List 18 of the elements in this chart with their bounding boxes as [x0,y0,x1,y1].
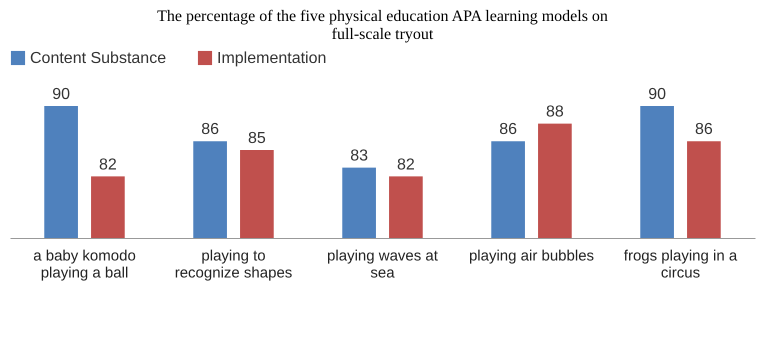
data-label: 88 [546,104,564,121]
data-label: 82 [396,156,415,174]
data-label: 85 [248,130,266,147]
x-tick-label: frogs playing in a circus [624,248,738,282]
x-tick-label: playing air bubbles [468,248,594,264]
data-label: 90 [648,86,666,103]
data-label: 86 [694,121,713,138]
legend-label: Content Substance [30,50,166,67]
data-label: 90 [52,86,70,103]
x-tick-label: playing to recognize shapes [174,248,292,282]
data-label: 82 [98,156,117,174]
data-label: 86 [499,121,518,138]
chart-title: The percentage of the five physical education APA learning models on full-scale tryout [157,8,608,43]
legend-label: Implementation [217,50,326,67]
data-label: 86 [201,121,220,138]
data-label: 83 [350,148,368,165]
x-tick-label: playing waves at sea [327,248,439,282]
x-tick-label: a baby komodo playing a ball [33,248,136,282]
